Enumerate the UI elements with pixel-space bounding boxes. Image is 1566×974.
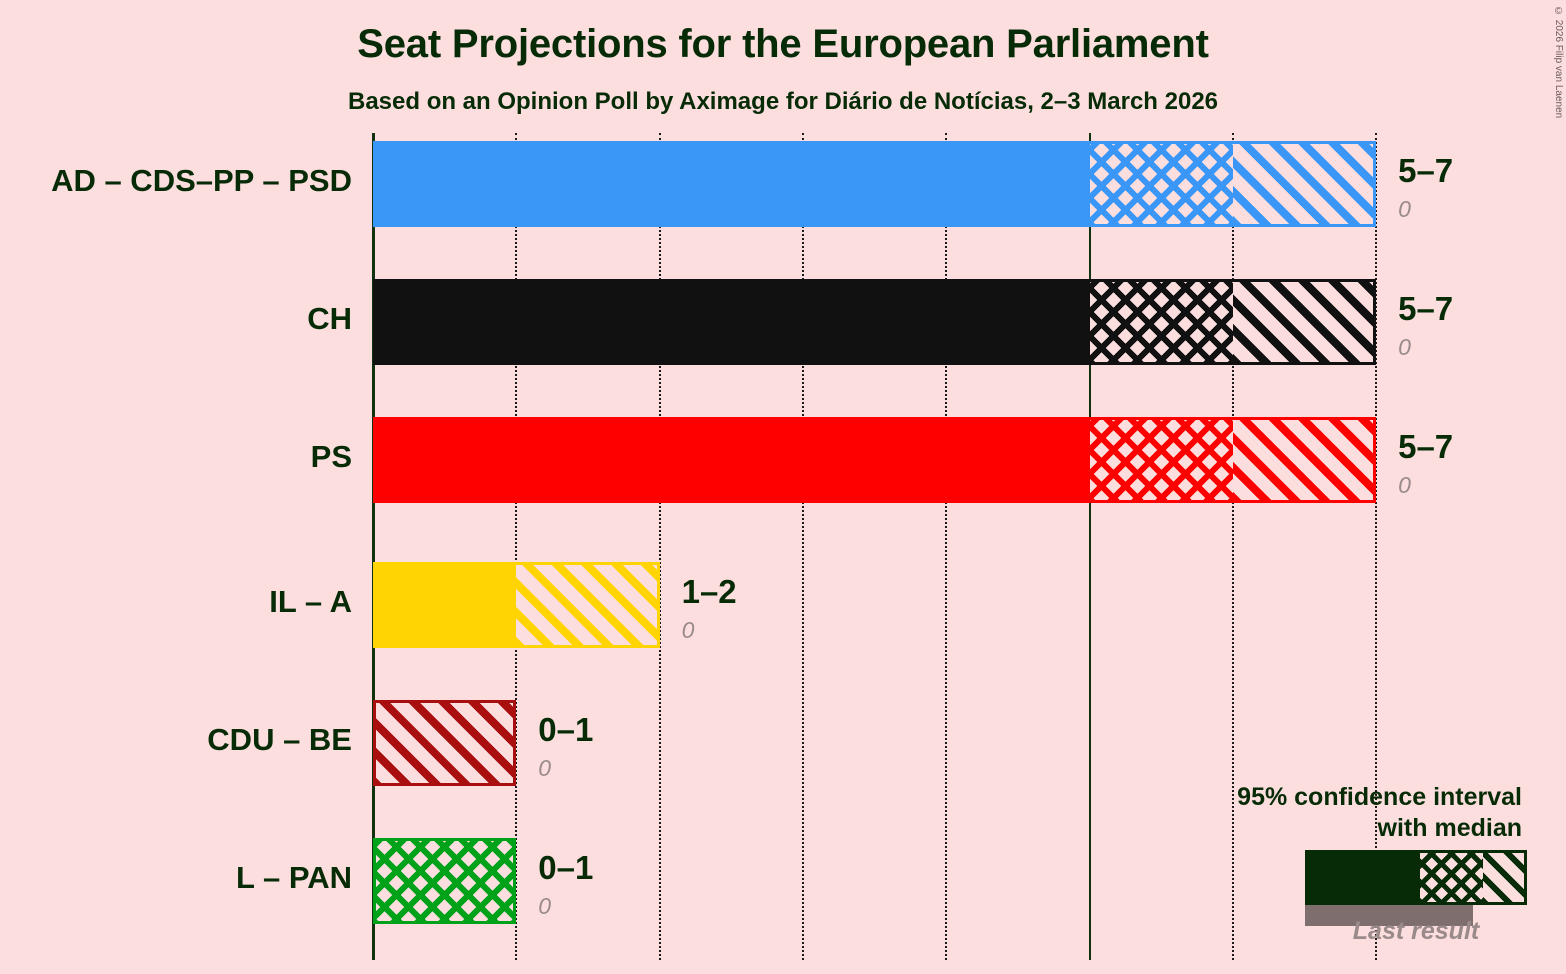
bar-segment-cross xyxy=(1089,141,1233,227)
category-label: CDU – BE xyxy=(207,722,352,757)
bar-segment-cross xyxy=(1089,279,1233,365)
legend-title-line1: 95% confidence interval xyxy=(1237,783,1522,811)
legend-segment-solid xyxy=(1305,850,1421,905)
legend-last-result-bar xyxy=(1305,905,1473,926)
bar-ps[interactable] xyxy=(373,417,1377,503)
bar-ch[interactable] xyxy=(373,279,1377,365)
category-label: CH xyxy=(307,301,352,336)
bar-l-pan[interactable] xyxy=(373,838,517,924)
bar-segment-solid xyxy=(373,141,1090,227)
bar-cdu-be[interactable] xyxy=(373,700,517,786)
range-label: 5–7 xyxy=(1398,290,1454,327)
gridline-7 xyxy=(1375,133,1378,960)
bar-segment-diag xyxy=(373,700,517,786)
bar-segment-cross xyxy=(1089,417,1233,503)
gridline-1 xyxy=(515,133,518,960)
bar-segment-diag xyxy=(516,562,660,648)
copyright-notice: © 2026 Filip van Laenen xyxy=(1553,6,1564,119)
gridline-2 xyxy=(658,133,661,960)
legend-title-line2: with median xyxy=(1377,814,1522,842)
bar-segment-diag xyxy=(1232,279,1377,365)
bar-outline xyxy=(373,279,1377,365)
y-axis-line xyxy=(372,133,375,960)
legend-last-result-label: Last result xyxy=(1352,917,1480,945)
gridline-5 xyxy=(1088,133,1091,960)
bar-outline xyxy=(373,700,517,786)
bar-segment-solid xyxy=(373,562,517,648)
bar-segment-diag xyxy=(1232,141,1377,227)
last-result-value: 0 xyxy=(1398,196,1411,222)
last-result-value: 0 xyxy=(1398,472,1411,498)
page-subtitle: Based on an Opinion Poll by Aximage for … xyxy=(347,88,1219,115)
legend-segment-cross xyxy=(1420,850,1483,905)
last-result-value: 0 xyxy=(538,755,552,781)
range-label: 0–1 xyxy=(538,849,594,886)
range-label: 1–2 xyxy=(681,573,737,610)
legend-bar-outline xyxy=(1305,850,1527,905)
last-result-value: 0 xyxy=(1398,334,1411,360)
bar-outline xyxy=(373,417,1377,503)
legend-segment-diag xyxy=(1482,850,1527,905)
bar-segment-solid xyxy=(373,417,1090,503)
range-label: 0–1 xyxy=(538,711,594,748)
last-result-value: 0 xyxy=(681,617,695,643)
page-title: Seat Projections for the European Parlia… xyxy=(357,22,1209,66)
bar-il-a[interactable] xyxy=(373,562,660,648)
gridline-6 xyxy=(1231,133,1234,960)
bar-outline xyxy=(373,562,660,648)
legend-sample-bar xyxy=(1305,850,1527,905)
category-label: L – PAN xyxy=(236,860,352,895)
range-label: 5–7 xyxy=(1398,152,1454,189)
bar-ad-cds-pp-psd[interactable] xyxy=(373,141,1377,227)
category-label: PS xyxy=(310,439,352,474)
bar-outline xyxy=(373,838,517,924)
bar-segment-diag xyxy=(1232,417,1377,503)
bar-outline xyxy=(373,141,1377,227)
category-label: AD – CDS–PP – PSD xyxy=(51,163,352,198)
category-label: IL – A xyxy=(269,584,352,619)
gridline-4 xyxy=(945,133,948,960)
bar-segment-cross xyxy=(373,838,517,924)
last-result-value: 0 xyxy=(538,893,552,919)
bar-segment-solid xyxy=(373,279,1090,365)
gridline-3 xyxy=(801,133,804,960)
range-label: 5–7 xyxy=(1398,428,1454,465)
